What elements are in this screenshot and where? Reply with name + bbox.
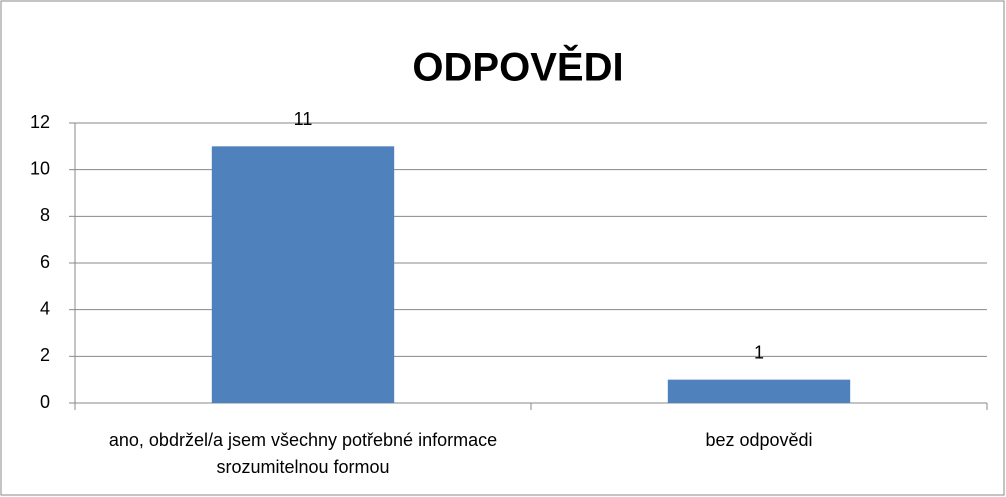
chart-title: ODPOVĚDI [412,44,623,90]
data-label: 11 [294,109,313,129]
x-tick-label: ano, obdržel/a jsem všechny potřebné inf… [108,430,498,477]
bar [667,379,851,403]
y-tick-label: 0 [40,392,50,412]
data-label: 1 [754,342,764,362]
x-tick-label: bez odpovědi [705,430,813,450]
y-tick-label: 12 [30,112,50,132]
y-tick-label: 8 [40,205,50,225]
y-tick-label: 2 [40,345,50,365]
y-tick-label: 6 [40,252,50,272]
bar [211,146,395,404]
y-tick-label: 4 [40,298,50,318]
y-tick-label: 10 [30,158,50,178]
